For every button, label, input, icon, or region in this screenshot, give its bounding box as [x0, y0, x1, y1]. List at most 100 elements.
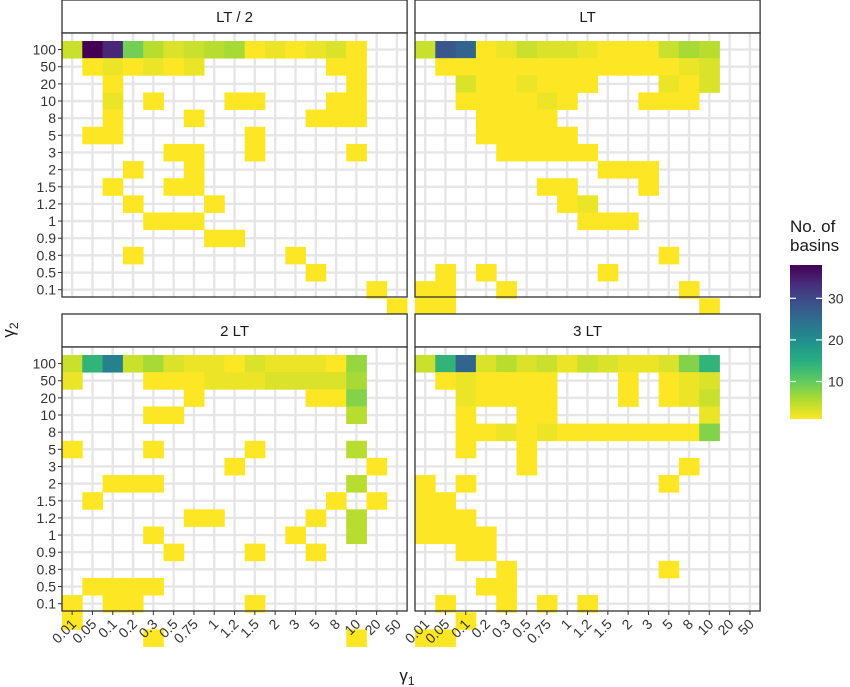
- heatmap-cell: [557, 41, 578, 59]
- heatmap-cell: [557, 58, 578, 76]
- y-tick-label: 0.5: [37, 579, 57, 595]
- heatmap-cell: [102, 75, 124, 93]
- heatmap-cell: [325, 355, 347, 373]
- heatmap-cell: [143, 58, 164, 76]
- heatmap-cell: [285, 372, 306, 390]
- heatmap-cell: [678, 372, 700, 390]
- heatmap-cell: [516, 143, 538, 162]
- heatmap-cell: [435, 372, 456, 390]
- heatmap-cell: [415, 509, 436, 527]
- x-tick-label: 8: [679, 616, 696, 633]
- heatmap-cell: [325, 92, 347, 110]
- heatmap-cell: [183, 212, 205, 231]
- heatmap-cell: [366, 281, 388, 299]
- heatmap-cell: [496, 92, 517, 110]
- heatmap-cell: [699, 423, 720, 442]
- heatmap-cell: [204, 41, 225, 59]
- heatmap-cell: [143, 440, 164, 459]
- heatmap-cell: [577, 355, 599, 373]
- heatmap-cell: [122, 161, 144, 179]
- heatmap-cell: [183, 355, 205, 373]
- x-tick-label: 2: [265, 616, 282, 633]
- x-axis-label-base: γ: [399, 666, 408, 685]
- heatmap-cell: [435, 58, 456, 76]
- heatmap-cell: [597, 355, 619, 373]
- heatmap-cell: [618, 355, 639, 373]
- y-tick-label: 5: [48, 127, 56, 143]
- heatmap-cell: [699, 355, 720, 373]
- x-tick-label: 3: [639, 616, 656, 633]
- heatmap-cell: [204, 355, 225, 373]
- heatmap-cell: [346, 143, 367, 162]
- heatmap-cell: [62, 355, 83, 373]
- heatmap-cell: [536, 109, 558, 128]
- heatmap-cell: [638, 41, 659, 59]
- heatmap-cell: [475, 526, 497, 545]
- heatmap-cell: [346, 526, 367, 545]
- heatmap-cell: [415, 475, 436, 493]
- heatmap-cell: [305, 389, 327, 407]
- heatmap-cell: [244, 543, 266, 562]
- heatmap-cell: [618, 423, 639, 442]
- heatmap-cell: [435, 526, 456, 545]
- x-tick-label: 1.5: [237, 616, 262, 641]
- heatmap-cell: [143, 475, 164, 493]
- y-tick-label: 8: [48, 110, 56, 126]
- heatmap-cell: [143, 629, 164, 647]
- y-tick-label: 20: [40, 76, 56, 92]
- y-tick-label: 10: [40, 407, 56, 423]
- heatmap-cell: [183, 109, 205, 128]
- heatmap-cell: [658, 92, 680, 110]
- heatmap-cell: [658, 75, 680, 93]
- heatmap-cell: [536, 143, 558, 162]
- heatmap-cell: [346, 509, 367, 527]
- x-tick-label: 2: [618, 616, 635, 633]
- y-axis-label-subscript: 2: [7, 322, 21, 329]
- heatmap-cell: [163, 372, 185, 390]
- heatmap-cell: [62, 41, 83, 59]
- heatmap-cell: [678, 423, 700, 442]
- heatmap-cell: [618, 372, 639, 390]
- heatmap-cell: [638, 178, 659, 196]
- y-tick-label: 0.5: [37, 265, 57, 281]
- heatmap-cell: [366, 457, 388, 476]
- heatmap-cell: [346, 440, 367, 459]
- heatmap-cell: [346, 372, 367, 390]
- heatmap-cell: [102, 595, 124, 613]
- y-tick-label: 3: [48, 144, 56, 160]
- heatmap-cell: [536, 41, 558, 59]
- heatmap-cell: [475, 92, 497, 110]
- heatmap-cell: [346, 355, 367, 373]
- heatmap-cell: [325, 58, 347, 76]
- heatmap-cell: [346, 475, 367, 493]
- heatmap-cell: [435, 355, 456, 373]
- heatmap-cell: [102, 178, 124, 196]
- heatmap-cell: [678, 75, 700, 93]
- heatmap-cell: [496, 75, 517, 93]
- heatmap-cell: [122, 195, 144, 213]
- heatmap-cell: [224, 229, 246, 248]
- heatmap-cell: [699, 58, 720, 76]
- heatmap-cell: [516, 355, 538, 373]
- heatmap-cell: [122, 577, 144, 596]
- heatmap-cell: [496, 595, 517, 613]
- heatmap-cell: [163, 212, 185, 231]
- heatmap-cell: [577, 75, 599, 93]
- heatmap-cell: [658, 423, 680, 442]
- heatmap-cell: [536, 595, 558, 613]
- heatmap-cell: [204, 195, 225, 213]
- heatmap-cell: [577, 41, 599, 59]
- heatmap-cell: [82, 492, 103, 510]
- heatmap-cell: [699, 41, 720, 59]
- heatmap-cell: [699, 75, 720, 93]
- heatmap-cell: [516, 58, 538, 76]
- heatmap-cell: [536, 92, 558, 110]
- heatmap-cell: [638, 161, 659, 179]
- heatmap-cell: [122, 41, 144, 59]
- heatmap-cell: [224, 372, 246, 390]
- heatmap-cell: [516, 126, 538, 145]
- heatmap-cell: [204, 509, 225, 527]
- heatmap-cell: [475, 126, 497, 145]
- heatmap-cell: [516, 440, 538, 459]
